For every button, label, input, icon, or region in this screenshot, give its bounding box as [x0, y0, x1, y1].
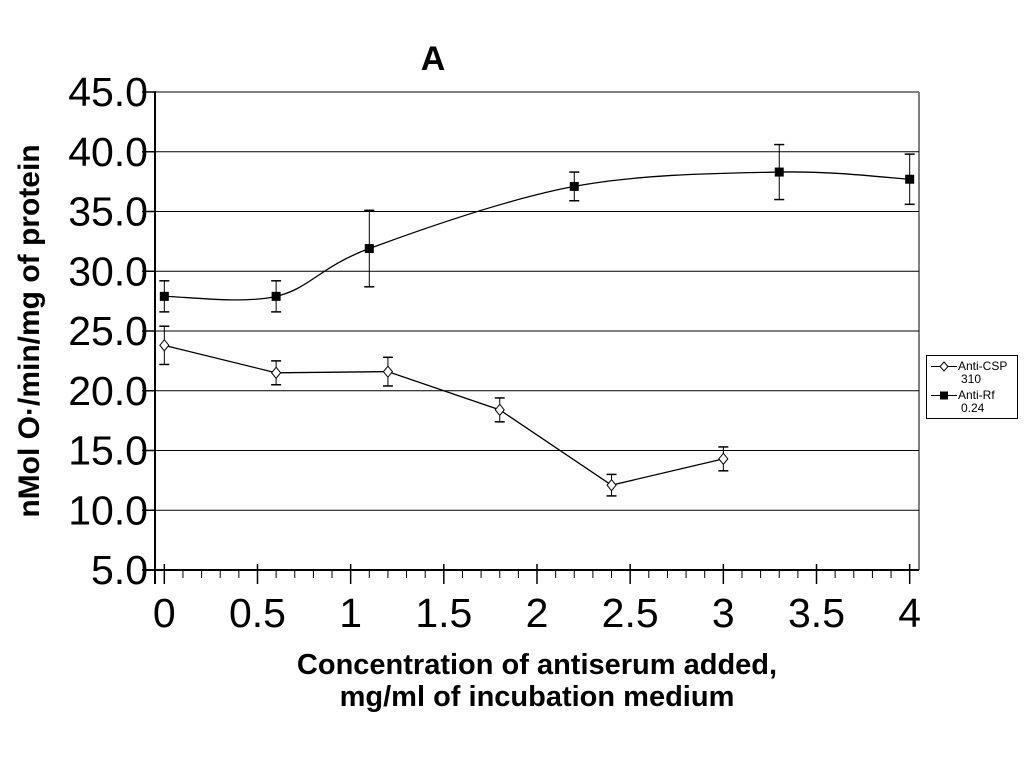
legend-entry-anti-rf: Anti-Rf 0.24 — [930, 389, 1015, 415]
svg-text:2.5: 2.5 — [602, 590, 659, 636]
svg-text:3.5: 3.5 — [788, 590, 845, 636]
svg-text:15.0: 15.0 — [68, 428, 148, 474]
chart-title: A — [420, 40, 446, 78]
svg-text:45.0: 45.0 — [68, 69, 148, 115]
legend-entry-anti-csp: Anti-CSP 310 — [930, 360, 1015, 386]
svg-text:40.0: 40.0 — [68, 129, 148, 175]
x-axis-title: Concentration of antiserum added, mg/ml … — [155, 649, 919, 713]
svg-text:1.5: 1.5 — [415, 590, 472, 636]
legend-label-anti-rf: Anti-Rf — [958, 388, 995, 402]
svg-text:35.0: 35.0 — [68, 189, 148, 235]
legend: Anti-CSP 310 Anti-Rf 0.24 — [926, 355, 1018, 419]
svg-text:20.0: 20.0 — [68, 368, 148, 414]
svg-text:0.5: 0.5 — [229, 590, 286, 636]
open-diamond-marker-icon — [931, 361, 957, 372]
svg-text:5.0: 5.0 — [91, 547, 148, 593]
x-axis-title-line2: mg/ml of incubation medium — [339, 681, 735, 713]
legend-label-anti-rf-line2: 0.24 — [961, 401, 985, 415]
legend-label-anti-csp: Anti-CSP — [958, 359, 1008, 373]
svg-text:0: 0 — [153, 590, 176, 636]
svg-text:1: 1 — [339, 590, 362, 636]
legend-label-anti-csp-line2: 310 — [961, 372, 982, 386]
svg-text:2: 2 — [526, 590, 549, 636]
x-axis-title-line1: Concentration of antiserum added, — [296, 649, 778, 681]
svg-text:25.0: 25.0 — [68, 308, 148, 354]
filled-square-marker-icon — [931, 391, 957, 400]
svg-text:3: 3 — [712, 590, 735, 636]
svg-text:30.0: 30.0 — [68, 248, 148, 294]
svg-text:10.0: 10.0 — [68, 487, 148, 533]
svg-text:4: 4 — [898, 590, 921, 636]
